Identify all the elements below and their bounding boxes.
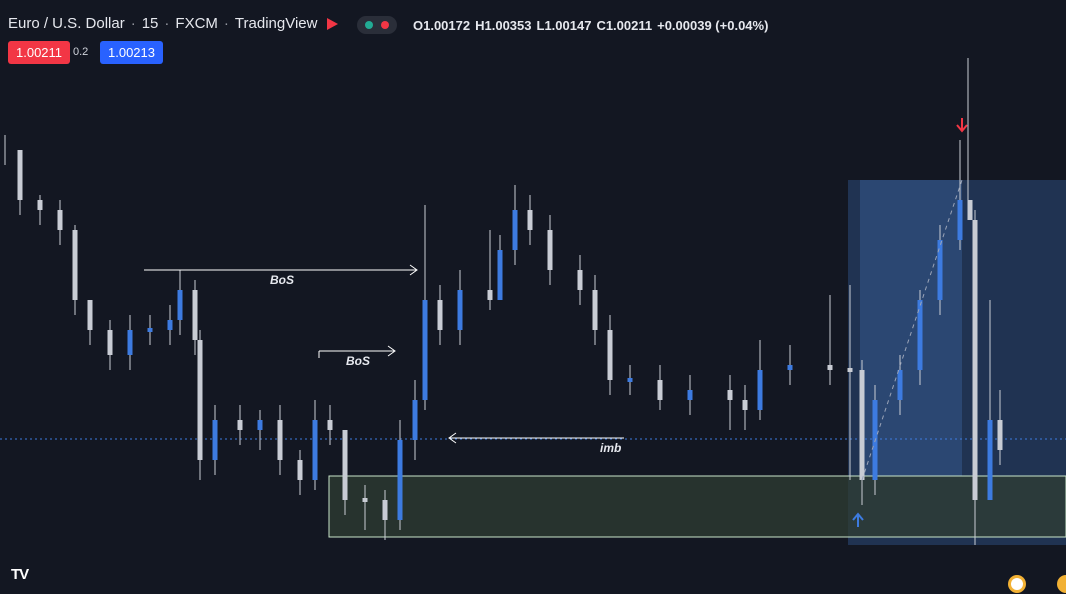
spread: 0.2 — [73, 46, 89, 58]
sell-arrow — [956, 118, 968, 133]
event-icon-inner — [1011, 578, 1023, 590]
exchange: FXCM — [175, 15, 218, 32]
ohlc: O1.00172 H1.00353 L1.00147 C1.00211 +0.00039… — [413, 18, 773, 33]
buy-button[interactable]: 1.00213 — [100, 41, 163, 64]
sell-button[interactable]: 1.00211 — [8, 41, 71, 64]
buy-arrow — [852, 512, 864, 527]
close: C1.00211 — [596, 18, 653, 33]
flag-icon[interactable] — [327, 18, 338, 30]
status-pill[interactable] — [357, 16, 397, 34]
annotation: imb — [600, 441, 622, 455]
high: H1.00353 — [475, 18, 532, 33]
interval: 15 — [141, 15, 159, 32]
zone-box — [328, 475, 1066, 538]
source: TradingView — [234, 15, 318, 32]
status-dot — [365, 21, 373, 29]
arrow-head — [448, 432, 457, 444]
logo[interactable]: TV — [11, 566, 29, 583]
event-icon[interactable] — [1057, 575, 1066, 593]
open: O1.00172 — [413, 18, 471, 33]
change: +0.00039 (+0.04%) — [657, 18, 769, 33]
status-dot — [381, 21, 389, 29]
arrow-head — [409, 264, 418, 276]
symbol-header: Euro / U.S. Dollar 15 FXCM TradingView — [8, 15, 317, 32]
low: L1.00147 — [536, 18, 592, 33]
symbol: Euro / U.S. Dollar — [8, 15, 125, 32]
candle-bodies-down — [17, 150, 1003, 520]
annotation: BoS — [346, 354, 370, 368]
arrow-head — [387, 345, 396, 357]
annotation: BoS — [270, 273, 294, 287]
